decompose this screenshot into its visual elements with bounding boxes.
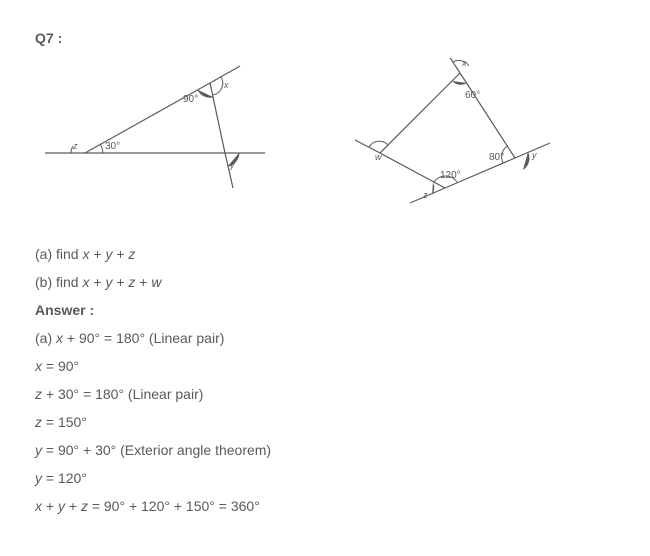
step-5: y = 120° [35, 470, 615, 486]
step-2: z + 30° = 180° (Linear pair) [35, 386, 615, 402]
step-6: x + y + z = 90° + 120° + 150° = 360° [35, 498, 615, 514]
part-a-text: (a) find x + y + z [35, 246, 615, 262]
part-b-text: (b) find x + y + z + w [35, 274, 615, 290]
answer-label: Answer : [35, 302, 615, 318]
fig-a-angle-90: 90° [183, 94, 198, 105]
fig-b-label-x: x [461, 58, 467, 68]
fig-b-label-z: z [422, 190, 428, 200]
step-0: (a) x + 90° = 180° (Linear pair) [35, 330, 615, 346]
figure-b: 60° 80° 120° x y z w [345, 58, 565, 221]
fig-a-label-y: y [229, 160, 235, 170]
figure-a: 30° 90° z x y [35, 58, 285, 221]
step-3: z = 150° [35, 414, 615, 430]
fig-b-angle-80: 80° [489, 152, 504, 163]
step-4: y = 90° + 30° (Exterior angle theorem) [35, 442, 615, 458]
fig-a-label-x: x [223, 80, 229, 90]
fig-b-label-y: y [531, 150, 537, 160]
fig-a-angle-30: 30° [105, 141, 120, 152]
fig-b-label-w: w [375, 152, 382, 162]
question-label: Q7 : [35, 30, 615, 46]
figures-row: 30° 90° z x y [35, 58, 615, 221]
fig-a-label-z: z [72, 141, 78, 151]
step-1: x = 90° [35, 358, 615, 374]
fig-b-angle-60: 60° [465, 90, 480, 101]
fig-b-angle-120: 120° [440, 170, 461, 181]
